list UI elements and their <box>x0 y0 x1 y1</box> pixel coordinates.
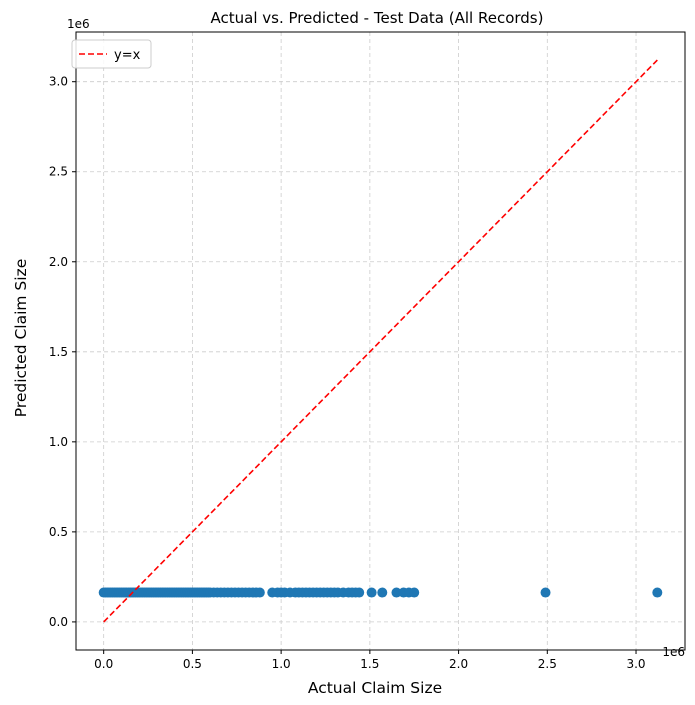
data-points <box>98 587 663 598</box>
data-point <box>254 587 265 598</box>
y-tick-label: 3.0 <box>49 75 68 89</box>
x-tick-label: 3.0 <box>626 657 645 671</box>
data-point <box>391 587 402 598</box>
data-point <box>409 587 420 598</box>
y-tick-label: 1.5 <box>49 345 68 359</box>
y-tick-label: 2.5 <box>49 165 68 179</box>
grid <box>76 32 685 650</box>
x-axis-label: Actual Claim Size <box>308 679 442 697</box>
data-point <box>652 587 663 598</box>
y-tick-label: 1.0 <box>49 435 68 449</box>
plot-area <box>75 31 686 651</box>
x-tick-label: 1.0 <box>272 657 291 671</box>
x-axis-offset-label: 1e6 <box>662 645 685 659</box>
x-tick-label: 2.5 <box>538 657 557 671</box>
data-point <box>354 587 365 598</box>
legend-box <box>71 39 152 69</box>
legend: y=x <box>71 39 152 69</box>
x-tick-label: 1.5 <box>360 657 379 671</box>
chart-title: Actual vs. Predicted - Test Data (All Re… <box>211 9 544 27</box>
y-tick-label: 2.0 <box>49 255 68 269</box>
x-tick-label: 2.0 <box>449 657 468 671</box>
x-tick-label: 0.0 <box>94 657 113 671</box>
reference-line-layer <box>103 59 658 623</box>
data-point <box>540 587 551 598</box>
y-axis-offset-label: 1e6 <box>67 17 90 31</box>
reference-line-y-equals-x <box>103 59 658 623</box>
y-tick-label: 0.5 <box>49 525 68 539</box>
data-point <box>366 587 377 598</box>
x-tick-label: 0.5 <box>183 657 202 671</box>
data-point <box>377 587 388 598</box>
y-tick-label: 0.0 <box>49 615 68 629</box>
legend-label-y-equals-x: y=x <box>114 48 141 63</box>
y-axis-label: Predicted Claim Size <box>12 259 30 417</box>
axis-ticks: 0.0 0.5 1.0 1.5 2.0 2.5 3.0 0.0 0.5 1.0 1.5 2.0 2.5 3… <box>49 75 646 671</box>
